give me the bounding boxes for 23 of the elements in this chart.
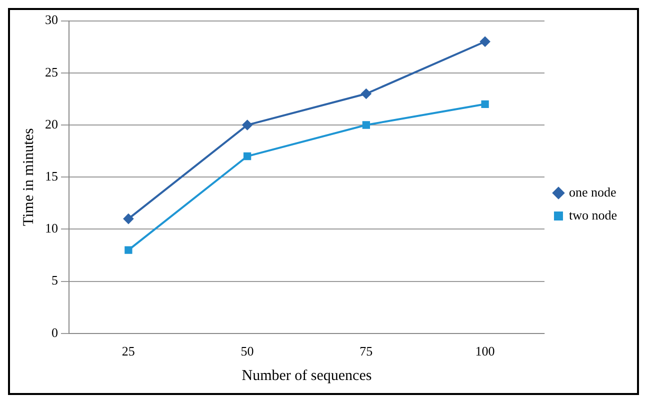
x-tick-label: 100 [475,344,495,359]
point [124,246,132,254]
point [123,214,134,224]
x-axis-title: Number of sequences [242,368,372,384]
point [361,88,372,99]
point [480,36,490,47]
legend-label: two node [568,207,618,222]
y-axis-title: Time in minutes [20,128,37,226]
legend-label: one node [568,184,616,200]
y-tick-label: 25 [45,64,58,80]
point [242,120,252,130]
point [362,121,370,129]
y-tick-label: 5 [52,272,58,288]
x-tick-label: 25 [122,344,135,359]
y-tick-label: 30 [45,12,58,28]
point [243,152,252,160]
x-tick-label: 50 [240,344,254,359]
point [481,100,489,108]
y-tick-label: 0 [52,324,58,340]
x-tick-label: 75 [360,344,373,359]
y-tick-label: 20 [45,116,58,132]
y-tick-label: 10 [45,220,58,236]
y-tick-label: 15 [45,168,58,184]
